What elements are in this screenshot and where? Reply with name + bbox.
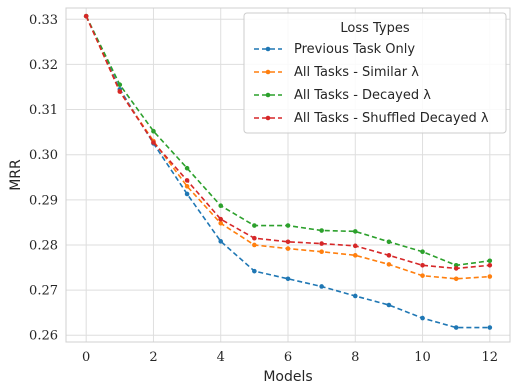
data-point [453, 276, 459, 282]
legend-label: Previous Task Only [294, 42, 415, 57]
data-point [151, 140, 156, 145]
x-tick-label: 4 [217, 350, 225, 365]
data-point [218, 220, 224, 226]
legend-swatch-marker [265, 92, 271, 98]
data-point [487, 325, 493, 330]
data-point [184, 178, 190, 183]
y-tick-label: 0.33 [29, 13, 58, 28]
data-point [386, 262, 392, 267]
legend-item: Previous Task Only [254, 42, 415, 57]
x-tick-labels: 0 2 4 6 8 10 12 [82, 350, 498, 365]
data-point [352, 253, 358, 258]
legend-item: All Tasks - Decayed λ [254, 88, 431, 103]
data-point [487, 274, 493, 279]
x-axis-label: Models [263, 369, 312, 385]
data-point [285, 223, 291, 228]
data-point [487, 262, 493, 268]
data-point [319, 284, 324, 289]
y-tick-label: 0.26 [29, 329, 58, 344]
data-point [184, 191, 190, 197]
y-tick-label: 0.31 [29, 103, 58, 118]
data-point [252, 223, 257, 228]
data-point [184, 165, 190, 171]
data-point [420, 249, 425, 255]
data-point [218, 216, 224, 222]
legend-label: All Tasks - Shuffled Decayed λ [294, 111, 489, 126]
data-point [117, 89, 123, 94]
series-3 [83, 13, 493, 268]
legend-entries: Previous Task Only All Tasks - Similar λ A… [254, 42, 489, 126]
legend-label: All Tasks - Similar λ [294, 65, 419, 80]
plot-frame [65, 7, 511, 343]
data-point [151, 128, 156, 134]
x-tick-label: 8 [351, 350, 359, 365]
y-tick-label: 0.32 [29, 58, 58, 73]
legend-swatch-marker [265, 115, 271, 121]
data-point [453, 325, 459, 330]
data-point [83, 13, 89, 19]
data-point [319, 241, 324, 246]
data-point [386, 302, 392, 308]
data-point [386, 239, 392, 245]
legend-box [243, 12, 507, 134]
data-point [319, 249, 324, 255]
data-point [184, 183, 190, 189]
legend-item: All Tasks - Shuffled Decayed λ [254, 111, 489, 126]
data-point [386, 253, 392, 258]
series-group [83, 13, 493, 330]
data-point [420, 273, 425, 278]
y-tick-label: 0.27 [29, 284, 58, 299]
legend-swatch-marker [265, 46, 271, 52]
y-axis-label: MRR [8, 159, 24, 191]
data-point [285, 246, 291, 251]
data-point [252, 268, 257, 274]
data-point [117, 82, 123, 88]
y-tick-label: 0.30 [29, 148, 58, 163]
data-point [352, 229, 358, 234]
y-tick-labels: 0.26 0.27 0.28 0.29 0.30 0.31 0.32 0.33 [29, 13, 58, 344]
data-point [420, 262, 425, 268]
legend-title: Loss Types [340, 21, 410, 36]
legend-item: All Tasks - Similar λ [254, 65, 419, 80]
x-tick-label: 0 [82, 350, 90, 365]
data-point [420, 315, 425, 321]
data-point [453, 266, 459, 271]
data-point [285, 239, 291, 245]
data-point [352, 293, 358, 299]
data-point [218, 203, 224, 208]
x-tick-label: 6 [284, 350, 292, 365]
legend: Loss Types Previous Task Only All Tasks -… [243, 12, 507, 134]
data-point [319, 228, 324, 233]
x-tick-label: 2 [149, 350, 157, 365]
data-point [285, 276, 291, 282]
data-point [453, 262, 459, 268]
legend-label: All Tasks - Decayed λ [294, 88, 431, 103]
series-4 [83, 13, 493, 271]
data-point [218, 239, 224, 244]
legend-swatch-marker [265, 69, 271, 75]
data-point [252, 235, 257, 241]
data-point [352, 243, 358, 249]
y-tick-label: 0.28 [29, 238, 58, 253]
data-point [252, 242, 257, 248]
x-tick-label: 12 [482, 350, 499, 365]
y-tick-label: 0.29 [29, 193, 58, 208]
data-point [487, 258, 493, 264]
x-tick-label: 10 [414, 350, 431, 365]
